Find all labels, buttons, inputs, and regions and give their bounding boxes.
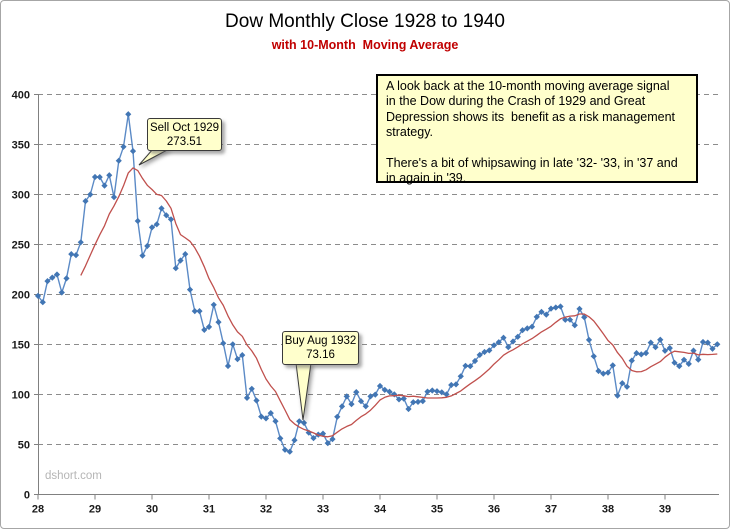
chart-subtitle: with 10-Month Moving Average [271,38,459,52]
sell-annotation-value: 273.51 [166,136,203,148]
buy-annotation-label: Buy Aug 1932 [284,335,357,347]
sell-annotation-label: Sell Oct 1929 [149,122,220,134]
x-axis-label: 38 [602,504,614,516]
y-axis-label: 50 [18,440,30,452]
y-axis-label: 350 [12,140,30,152]
y-axis-label: 150 [12,340,30,352]
y-axis-label: 0 [24,490,30,502]
x-axis-label: 37 [545,504,557,516]
sell-callout-tail [138,148,170,166]
x-axis-label: 31 [203,504,215,516]
y-axis-label: 400 [12,90,30,102]
chart-title: Dow Monthly Close 1928 to 1940 [225,11,505,32]
sell-annotation-callout: Sell Oct 1929 273.51 [147,118,222,151]
x-axis-label: 35 [431,504,443,516]
x-axis-label: 29 [89,504,101,516]
y-axis-label: 100 [12,390,30,402]
x-axis-label: 39 [659,504,671,516]
x-axis-label: 33 [317,504,329,516]
y-axis-label: 200 [12,290,30,302]
buy-annotation-value: 73.16 [306,349,335,361]
moving-average-line [80,167,718,438]
buy-annotation-callout: Buy Aug 1932 73.16 [282,331,359,365]
y-axis-label: 250 [12,240,30,252]
dow-close-markers [34,111,721,455]
x-axis-label: 28 [32,504,44,516]
y-axis-label: 300 [12,190,30,202]
watermark: dshort.com [45,470,102,482]
x-axis-label: 36 [488,504,500,516]
note-text-box: A look back at the 10-month moving avera… [376,74,698,185]
buy-callout-tail [295,362,312,421]
x-axis-label: 32 [260,504,272,516]
x-axis-label: 34 [374,504,387,516]
x-axis-label: 30 [146,504,158,516]
